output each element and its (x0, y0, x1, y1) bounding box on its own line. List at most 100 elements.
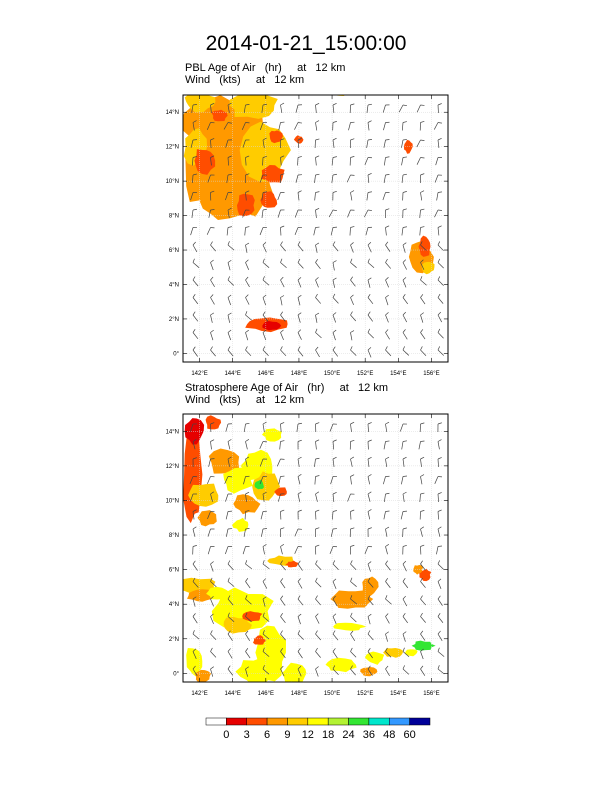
wind-barb (420, 190, 425, 201)
wind-barb (385, 456, 390, 467)
wind-barb (385, 277, 389, 288)
wind-barb (385, 543, 390, 555)
wind-barb (437, 439, 442, 450)
wind-barb (332, 595, 338, 607)
age-field-37 (405, 649, 418, 657)
wind-barb (262, 665, 270, 675)
wind-barb (385, 329, 390, 340)
wind-barb (190, 192, 198, 201)
wind-barb (419, 492, 425, 503)
wind-barb (295, 104, 303, 113)
wind-barb (192, 577, 199, 588)
wind-barb (350, 474, 355, 485)
wind-barb (332, 260, 337, 271)
wind-barb (227, 346, 234, 357)
wind-barb (385, 595, 392, 605)
wind-barb (280, 329, 284, 341)
wind-barb (280, 295, 285, 306)
wind-barb (350, 242, 354, 253)
wind-barb (383, 440, 390, 450)
wind-barb (245, 242, 250, 253)
wind-barb (350, 138, 355, 149)
y-tick-label: 10°N (166, 498, 179, 504)
wind-barb (332, 329, 337, 341)
wind-barb (332, 190, 337, 201)
wind-barb (420, 474, 425, 485)
wind-barb (384, 492, 390, 502)
wind-barb (245, 155, 250, 166)
wind-barb (297, 190, 302, 201)
y-tick-label: 2°N (169, 317, 179, 323)
wind-barb (420, 294, 426, 305)
wind-barb (402, 208, 407, 219)
wind-barb (242, 139, 250, 148)
wind-barb (420, 456, 425, 467)
wind-barb (349, 527, 355, 538)
wind-barb (402, 647, 410, 658)
age-field-33 (365, 651, 385, 665)
wind-barb (420, 560, 426, 571)
wind-barb (243, 422, 250, 432)
wind-barb (210, 294, 215, 305)
wind-barb (332, 137, 337, 148)
age-field-6 (229, 95, 278, 119)
wind-barb (350, 421, 355, 432)
wind-barb (331, 156, 337, 166)
age-field-21 (285, 560, 299, 568)
wind-barb (385, 526, 390, 537)
wind-barb (315, 293, 321, 304)
age-field-4 (199, 186, 246, 220)
wind-barb (315, 328, 322, 339)
wind-barb (437, 103, 442, 114)
wind-barb (224, 476, 233, 484)
wind-barb (280, 612, 286, 624)
wind-barb (314, 191, 320, 201)
colorbar-label: 12 (302, 729, 314, 741)
wind-barb (367, 613, 372, 625)
map-frame (182, 413, 449, 683)
wind-barb (259, 122, 268, 131)
wind-barb (401, 226, 407, 236)
wind-barb (350, 311, 357, 322)
x-tick-label: 150°E (324, 371, 340, 377)
wind-barb (210, 439, 215, 450)
wind-barb (210, 241, 216, 252)
wind-barb (385, 346, 392, 357)
wind-barb (385, 647, 392, 658)
wind-barb (189, 476, 198, 485)
wind-barb (347, 493, 355, 502)
wind-barb (245, 630, 251, 641)
wind-barb (210, 312, 215, 323)
wind-barb (420, 241, 427, 251)
x-tick-label: 142°E (191, 371, 207, 377)
wind-barb (262, 596, 267, 607)
age-field-8 (233, 494, 261, 515)
map-panel-2: 142°E 144°E 146°E 148°E 150°E 152°E 154°E 156°E… (166, 413, 449, 697)
wind-barb (367, 439, 372, 450)
wind-barb (416, 139, 425, 148)
wind-barb (435, 157, 443, 166)
colorbar: 0 3 6 9 12 18 24 36 48 60 (205, 717, 431, 741)
wind-barb (402, 577, 409, 589)
top-panel-title: PBL Age of Air (hr) at 12 km (185, 62, 346, 74)
wind-barb (419, 510, 425, 520)
wind-barb (315, 527, 320, 538)
wind-barb (192, 173, 197, 184)
wind-barb (280, 138, 285, 149)
wind-barb (437, 225, 442, 236)
wind-barb (350, 595, 357, 605)
wind-barb (315, 312, 320, 323)
wind-barb (207, 528, 215, 537)
y-tick-label: 12°N (166, 145, 179, 151)
wind-barb (420, 259, 425, 270)
wind-barb (315, 439, 320, 450)
wind-barb (192, 276, 199, 287)
wind-barb (437, 241, 444, 251)
wind-barb (261, 191, 267, 201)
wind-barb (261, 208, 267, 218)
wind-barb (350, 258, 357, 268)
wind-barb (210, 259, 214, 271)
wind-barb (350, 612, 357, 623)
wind-barb (206, 122, 215, 130)
y-tick-label: 8°N (169, 533, 179, 539)
